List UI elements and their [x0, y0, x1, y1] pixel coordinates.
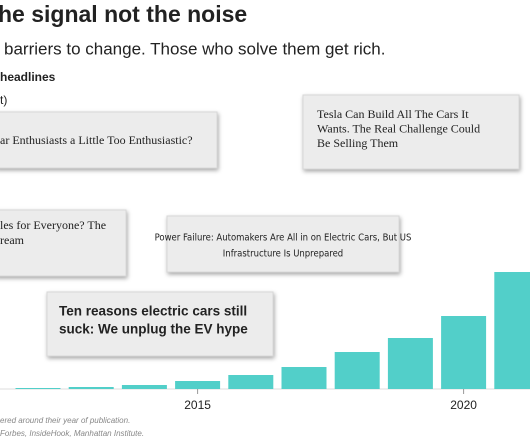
- headline-text: Be Selling Them: [317, 136, 399, 150]
- legend-note: t): [0, 93, 7, 107]
- headline-text: Infrastructure Is Unprepared: [223, 248, 343, 260]
- bar: [175, 381, 221, 389]
- x-tick-label: 2020: [450, 398, 477, 412]
- clipping: [46, 291, 274, 357]
- headline-text: Wants. The Real Challenge Could: [317, 121, 480, 135]
- headline-text: Tesla Can Build All The Cars It: [317, 107, 469, 121]
- headline-text: Ten reasons electric cars still: [59, 304, 247, 319]
- headline-text: ream: [0, 233, 25, 247]
- bar: [15, 388, 61, 389]
- headline-text: ar Enthusiasts a Little Too Enthusiastic…: [0, 133, 193, 147]
- clipping: [0, 209, 127, 277]
- headline-text: suck: We unplug the EV hype: [59, 322, 248, 337]
- chart-title: he signal not the noise: [0, 1, 247, 27]
- bar: [494, 272, 530, 389]
- bar: [281, 367, 327, 389]
- headline-text: les for Everyone? The: [0, 218, 106, 232]
- x-tick-label: 2015: [184, 398, 211, 412]
- clipping: [0, 111, 218, 169]
- clipping: [302, 94, 520, 170]
- bar: [68, 387, 114, 389]
- note: ered around their year of publication.: [0, 416, 130, 425]
- bar: [441, 316, 487, 389]
- subtitle: barriers to change. Those who solve them…: [4, 39, 385, 58]
- legend-title: headlines: [0, 70, 56, 84]
- bar: [121, 385, 167, 389]
- bar: [334, 352, 380, 389]
- bar: [228, 375, 274, 389]
- note: Forbes, InsideHook, Manhattan Institute.: [0, 429, 144, 438]
- clipping: [166, 215, 400, 273]
- headline-text: Power Failure: Automakers Are All in on …: [155, 232, 412, 244]
- bar: [387, 338, 433, 389]
